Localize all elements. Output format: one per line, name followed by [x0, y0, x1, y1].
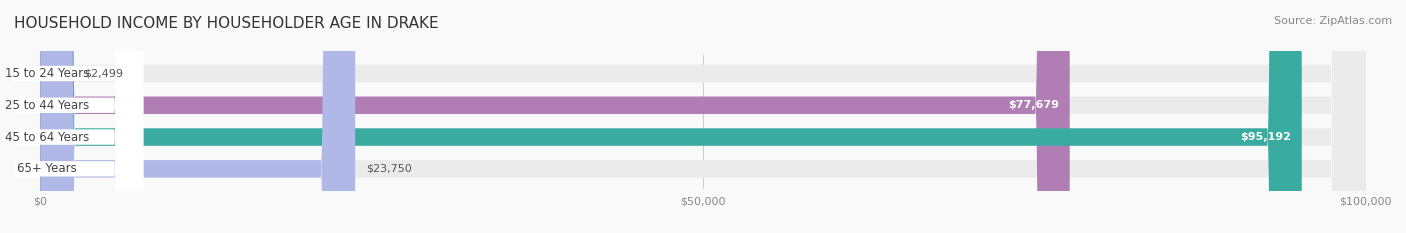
FancyBboxPatch shape	[41, 0, 1302, 233]
FancyBboxPatch shape	[41, 0, 1365, 233]
FancyBboxPatch shape	[41, 0, 1070, 233]
FancyBboxPatch shape	[0, 0, 143, 233]
Text: 45 to 64 Years: 45 to 64 Years	[6, 130, 90, 144]
Text: $77,679: $77,679	[1008, 100, 1059, 110]
FancyBboxPatch shape	[41, 0, 73, 233]
FancyBboxPatch shape	[41, 0, 1365, 233]
Text: 65+ Years: 65+ Years	[17, 162, 77, 175]
Text: 15 to 24 Years: 15 to 24 Years	[6, 67, 90, 80]
FancyBboxPatch shape	[41, 0, 1365, 233]
FancyBboxPatch shape	[41, 0, 356, 233]
Text: 25 to 44 Years: 25 to 44 Years	[6, 99, 90, 112]
Text: $23,750: $23,750	[366, 164, 412, 174]
Text: $2,499: $2,499	[84, 69, 124, 79]
Text: $95,192: $95,192	[1240, 132, 1291, 142]
FancyBboxPatch shape	[0, 0, 143, 233]
Text: Source: ZipAtlas.com: Source: ZipAtlas.com	[1274, 16, 1392, 26]
FancyBboxPatch shape	[0, 0, 143, 233]
FancyBboxPatch shape	[0, 0, 143, 233]
Text: HOUSEHOLD INCOME BY HOUSEHOLDER AGE IN DRAKE: HOUSEHOLD INCOME BY HOUSEHOLDER AGE IN D…	[14, 16, 439, 31]
FancyBboxPatch shape	[41, 0, 1365, 233]
